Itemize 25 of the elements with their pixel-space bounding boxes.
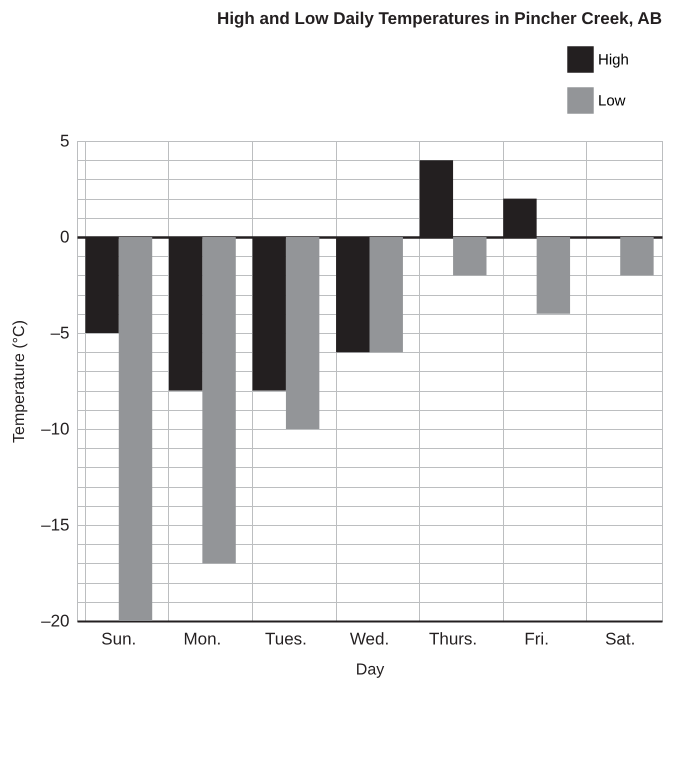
bar xyxy=(370,237,403,352)
y-tick-label: –20 xyxy=(41,612,70,630)
chart-title: High and Low Daily Temperatures in Pincher Creek, AB xyxy=(217,9,662,28)
x-tick-label: Wed. xyxy=(350,630,390,648)
x-tick-label: Sun. xyxy=(101,630,136,648)
x-tick-label: Tues. xyxy=(264,630,307,648)
bar xyxy=(202,237,236,564)
y-tick-label: –5 xyxy=(50,324,70,342)
y-tick-label: –10 xyxy=(41,420,70,438)
legend-label: Low xyxy=(598,92,626,110)
y-tick-label: 5 xyxy=(60,132,70,150)
bar xyxy=(286,237,320,429)
bar xyxy=(118,237,152,621)
x-tick-label: Sat. xyxy=(605,630,636,648)
x-tick-label: Thurs. xyxy=(428,630,478,648)
bar xyxy=(453,237,486,276)
y-tick-label: –15 xyxy=(41,516,70,534)
y-axis-title: Temperature (°C) xyxy=(11,320,28,443)
x-axis-title: Day xyxy=(356,662,384,678)
bar xyxy=(620,237,654,276)
bar xyxy=(536,237,570,314)
x-tick-label: Mon. xyxy=(183,630,222,648)
legend-label: High xyxy=(598,52,629,68)
x-tick-label: Fri. xyxy=(524,630,549,648)
y-tick-label: 0 xyxy=(60,228,70,246)
